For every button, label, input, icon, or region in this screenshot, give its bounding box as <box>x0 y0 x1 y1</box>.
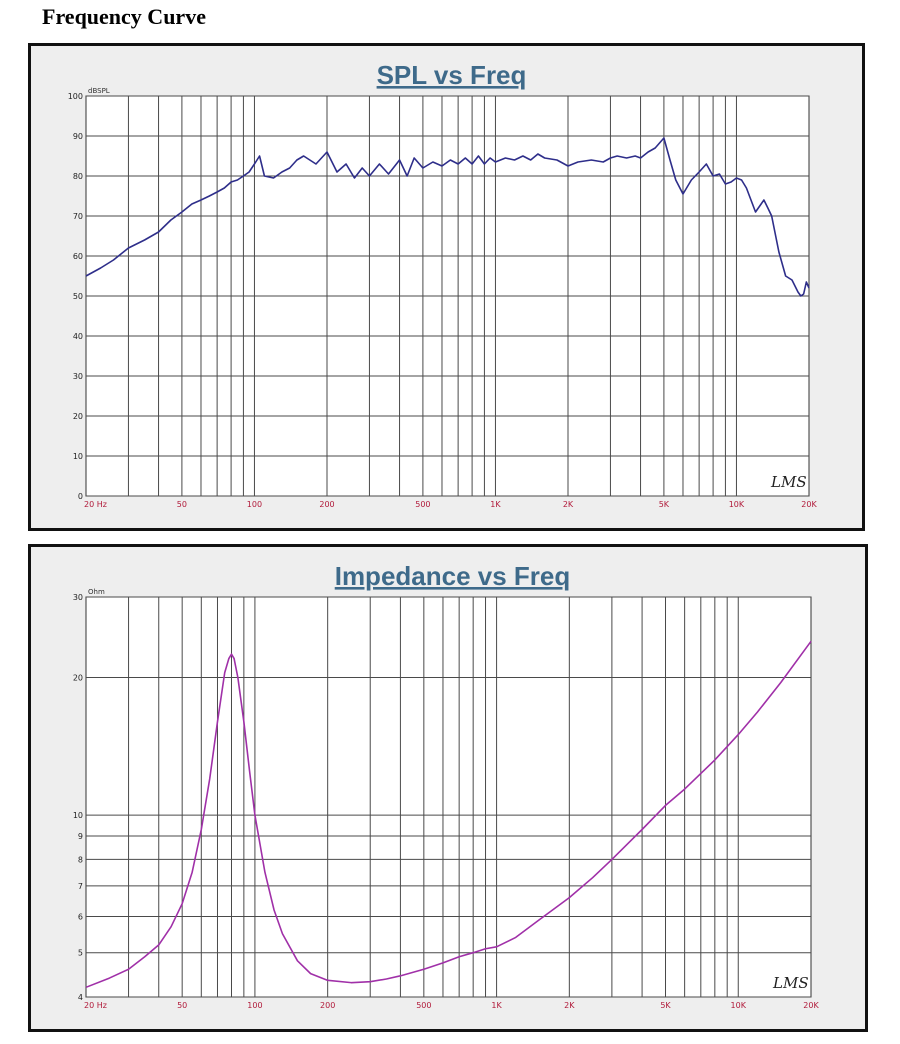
spl-y-tick-label: 100 <box>68 92 83 101</box>
spl-y-tick-label: 50 <box>73 292 83 301</box>
impedance-lms-logo: LMS <box>772 974 809 992</box>
spl-y-tick-label: 20 <box>73 412 83 421</box>
spl-x-tick-label: 100 <box>247 500 262 509</box>
spl-x-tick-label: 5K <box>659 500 670 509</box>
impedance-chart-panel: Impedance vs Freq 20 Hz 50 100 200 500 1K 2K 5K 1… <box>28 544 868 1032</box>
impedance-series-line <box>85 640 812 989</box>
impedance-x-tick-label: 100 <box>247 1001 262 1010</box>
spl-y-tick-label: 60 <box>73 252 83 261</box>
impedance-y-tick-label: 6 <box>78 913 83 922</box>
impedance-y-tick-label: 7 <box>78 882 83 891</box>
spl-y-tick-label: 40 <box>73 332 83 341</box>
impedance-x-tick-label: 1K <box>491 1001 502 1010</box>
spl-series-line <box>85 137 810 297</box>
spl-y-tick-label: 90 <box>73 132 83 141</box>
spl-y-tick-label: 80 <box>73 172 83 181</box>
spl-y-tick-label: 70 <box>73 212 83 221</box>
impedance-x-tick-label: 500 <box>416 1001 431 1010</box>
spl-x-tick-label: 200 <box>319 500 334 509</box>
impedance-y-tick-label: 30 <box>73 593 83 602</box>
spl-x-tick-label: 1K <box>490 500 501 509</box>
impedance-chart: Impedance vs Freq 20 Hz 50 100 200 500 1K 2K 5K 1… <box>73 561 820 1010</box>
impedance-y-tick-label: 4 <box>78 993 83 1002</box>
impedance-x-tick-label: 50 <box>177 1001 187 1010</box>
spl-x-tick-label: 50 <box>177 500 187 509</box>
spl-y-axis-label: dBSPL <box>88 87 110 95</box>
spl-grid <box>86 95 809 497</box>
impedance-y-tick-label: 5 <box>78 949 83 958</box>
impedance-plot-area <box>85 596 812 998</box>
impedance-y-tick-label: 10 <box>73 811 83 820</box>
impedance-x-tick-label: 20K <box>803 1001 819 1010</box>
page-title: Frequency Curve <box>42 4 206 29</box>
spl-chart-title: SPL vs Freq <box>377 60 527 90</box>
spl-x-tick-label: 500 <box>415 500 430 509</box>
spl-x-tick-label: 20K <box>801 500 817 509</box>
spl-y-tick-label: 30 <box>73 372 83 381</box>
impedance-x-tick-label: 20 Hz <box>84 1001 107 1010</box>
spl-x-tick-label: 2K <box>563 500 574 509</box>
impedance-y-axis-label: Ohm <box>88 588 105 596</box>
impedance-x-tick-label: 5K <box>660 1001 671 1010</box>
spl-y-tick-label: 0 <box>78 492 83 501</box>
impedance-x-tick-label: 10K <box>731 1001 747 1010</box>
impedance-y-tick-label: 20 <box>73 673 83 682</box>
impedance-chart-title: Impedance vs Freq <box>335 561 571 591</box>
spl-x-tick-label: 10K <box>729 500 745 509</box>
spl-x-tick-label: 20 Hz <box>84 500 107 509</box>
spl-lms-logo: LMS <box>770 473 807 491</box>
spl-chart: SPL vs Freq 20 Hz 50 100 200 500 1K 2K 5K 10K 20K 0… <box>68 60 818 509</box>
impedance-y-tick-label: 9 <box>78 832 83 841</box>
impedance-x-tick-label: 200 <box>320 1001 335 1010</box>
spl-chart-panel: SPL vs Freq 20 Hz 50 100 200 500 1K 2K 5K 10K 20K 0… <box>28 43 865 531</box>
impedance-y-tick-label: 8 <box>78 855 83 864</box>
impedance-grid <box>86 596 811 998</box>
impedance-x-tick-label: 2K <box>564 1001 575 1010</box>
spl-y-tick-label: 10 <box>73 452 83 461</box>
